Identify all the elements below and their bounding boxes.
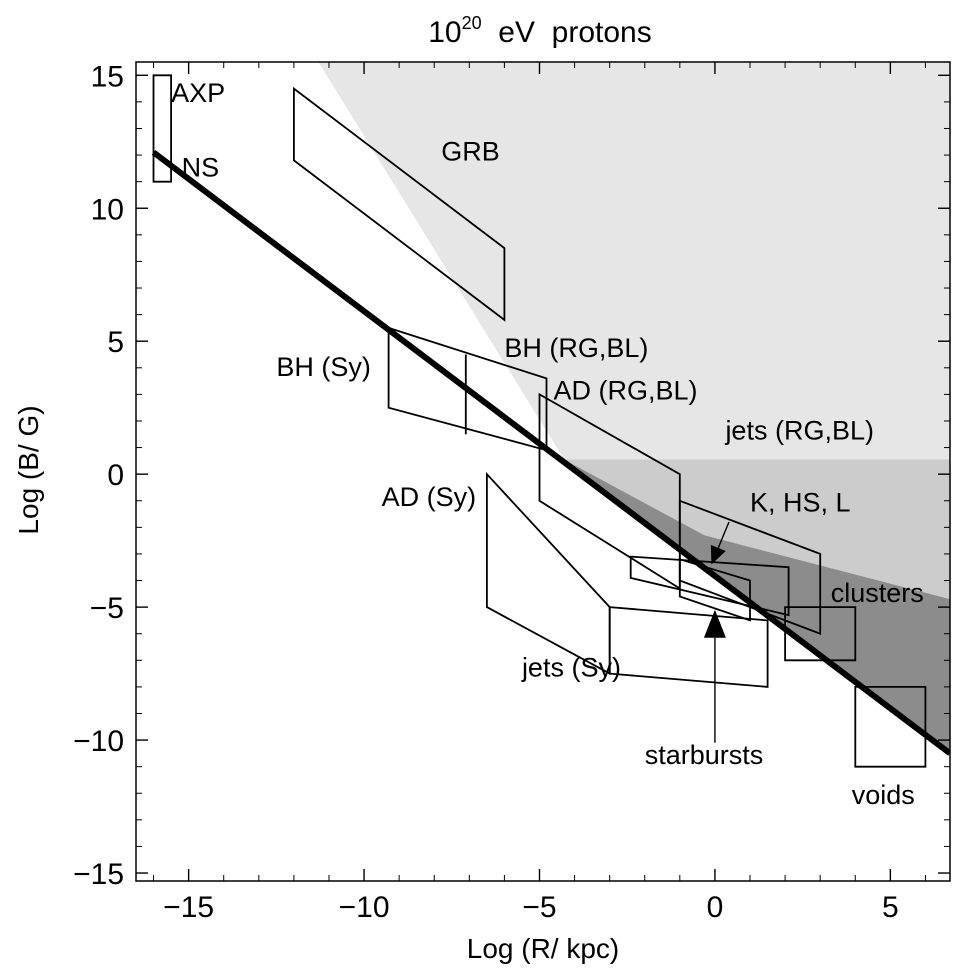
source-region-starbursts <box>678 558 751 622</box>
label-starbursts: starbursts <box>645 740 764 770</box>
x-tick-label: 0 <box>707 891 724 924</box>
hillas-line-group <box>151 150 950 756</box>
label-k-hs-l: K, HS, L <box>750 487 851 517</box>
label-clusters: clusters <box>831 578 924 608</box>
x-axis: −15 −10 −5 0 5 <box>153 62 926 924</box>
source-region-clusters <box>784 606 857 662</box>
source-region-jets-rg-bl <box>629 555 790 617</box>
label-jets-sy: jets (Sy) <box>521 652 621 682</box>
y-tick-label: −10 <box>73 725 124 758</box>
annotations: AXP NS GRB BH (Sy) BH (RG,BL) AD (RG,BL) jets … <box>171 78 924 810</box>
x-axis-title: Log (R/ kpc) <box>467 933 620 964</box>
hillas-line <box>151 150 950 756</box>
label-bh-sy: BH (Sy) <box>276 352 371 382</box>
y-tick-label: −15 <box>73 858 124 891</box>
y-tick-label: 5 <box>107 326 124 359</box>
x-tick-label: −15 <box>163 891 214 924</box>
label-voids: voids <box>852 780 915 810</box>
chart-title-superscript: 20 <box>462 13 482 33</box>
starbursts-arrow-head <box>703 609 726 638</box>
y-axis-title: Log (B/ G) <box>13 405 44 534</box>
y-tick-label: 15 <box>91 60 124 93</box>
label-ad-sy: AD (Sy) <box>382 482 477 512</box>
label-axp: AXP <box>171 78 225 108</box>
jets-rg-bl-arrow-head <box>710 544 726 565</box>
x-tick-label: 5 <box>882 891 899 924</box>
plot-frame <box>135 61 951 882</box>
y-axis: 15 10 5 0 −5 −10 −15 <box>73 60 950 891</box>
label-jets-rg-bl: jets (RG,BL) <box>724 416 874 446</box>
label-ns: NS <box>182 152 220 182</box>
label-grb: GRB <box>441 136 500 166</box>
label-ad-rg-bl: AD (RG,BL) <box>554 376 698 406</box>
source-region-ad-sy <box>485 471 611 676</box>
jets-rg-bl-arrow-shaft <box>717 521 730 549</box>
y-tick-label: 0 <box>107 459 124 492</box>
chart-title-rest: eV protons <box>482 16 652 49</box>
source-regions <box>152 74 927 768</box>
source-region-voids <box>854 686 927 768</box>
y-tick-label: −5 <box>90 592 124 625</box>
source-region-axp <box>152 74 173 183</box>
label-bh-rg-bl: BH (RG,BL) <box>504 333 648 363</box>
arrows <box>703 521 730 743</box>
x-tick-label: −10 <box>339 891 390 924</box>
y-tick-label: 10 <box>91 193 124 226</box>
source-region-grb <box>292 86 506 322</box>
x-tick-label: −5 <box>522 891 556 924</box>
chart-title: 1020 eV protons <box>428 13 652 49</box>
source-region-k-hs-l <box>678 499 822 636</box>
jets-rg-bl-arrow <box>710 521 730 565</box>
shaded-region-light <box>318 62 950 460</box>
starbursts-arrow <box>703 609 726 743</box>
